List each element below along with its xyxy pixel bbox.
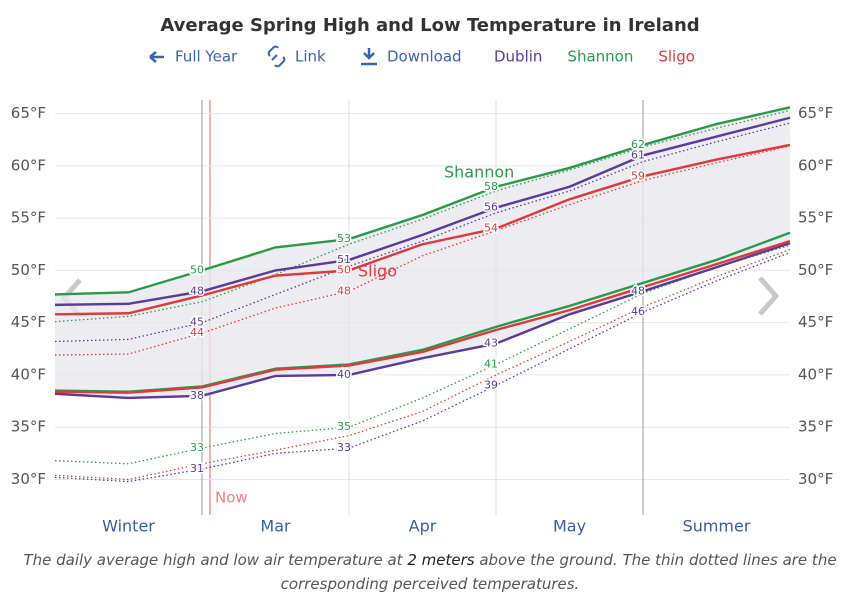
data-label: 61 (631, 148, 645, 161)
chart-title: Average Spring High and Low Temperature … (160, 15, 699, 36)
data-label: 54 (484, 222, 498, 235)
next-arrow[interactable] (758, 276, 780, 316)
temperature-line (54, 116, 791, 307)
caption-text: The daily average high and low air tempe… (23, 551, 408, 569)
y-tick-label: 65°F (798, 104, 833, 122)
temperature-line (54, 143, 791, 316)
data-label: 40 (337, 368, 351, 381)
data-label: 62 (631, 138, 645, 151)
temperature-line (54, 242, 791, 400)
data-label: 50 (190, 263, 204, 276)
y-tick-label: 30°F (798, 470, 833, 488)
caption: The daily average high and low air tempe… (20, 548, 840, 596)
data-label: 56 (484, 201, 498, 214)
x-tick-label: Winter (102, 517, 155, 536)
data-label: 35 (337, 420, 351, 433)
series-annotation: Sligo (358, 262, 397, 281)
data-label: 38 (190, 389, 204, 402)
legend-entry[interactable]: Sligo (658, 48, 695, 66)
temperature-line (54, 239, 791, 394)
y-tick-label: 60°F (798, 156, 833, 174)
toolbar-link[interactable]: Download (387, 48, 462, 66)
y-tick-label: 35°F (11, 418, 46, 436)
now-label: Now (215, 489, 248, 507)
data-label: 50 (337, 263, 351, 276)
perceived-line (54, 109, 791, 323)
x-tick-label: Mar (260, 517, 291, 536)
data-label: 46 (631, 305, 645, 318)
download-icon (361, 48, 377, 66)
caption-bold: 2 meters (407, 551, 475, 569)
data-label: 33 (337, 441, 351, 454)
data-label: 48 (190, 284, 204, 297)
data-label: 44 (190, 326, 204, 339)
link-icon (267, 45, 286, 68)
legend-entry[interactable]: Shannon (567, 48, 633, 66)
y-tick-label: 50°F (798, 261, 833, 279)
toolbar-link[interactable]: Full Year (175, 48, 238, 66)
data-label: 48 (337, 284, 351, 297)
y-tick-label: 55°F (798, 209, 833, 227)
y-tick-label: 40°F (11, 365, 46, 383)
legend-entry[interactable]: Dublin (494, 48, 542, 66)
x-tick-label: May (553, 517, 586, 536)
y-tick-label: 60°F (11, 156, 46, 174)
temperature-line (54, 106, 791, 296)
data-label: 31 (190, 462, 204, 475)
back-icon (149, 51, 164, 63)
range-fill (55, 107, 790, 398)
perceived-line (54, 145, 791, 356)
toolbar-link[interactable]: Link (295, 48, 326, 66)
data-label: 53 (337, 232, 351, 245)
data-label: 43 (484, 337, 498, 350)
y-tick-label: 55°F (11, 209, 46, 227)
data-label: 39 (484, 378, 498, 391)
y-tick-label: 65°F (11, 104, 46, 122)
data-label: 45 (190, 316, 204, 329)
y-tick-label: 30°F (11, 470, 46, 488)
y-tick-label: 50°F (11, 261, 46, 279)
y-tick-label: 35°F (798, 418, 833, 436)
data-label: 48 (631, 284, 645, 297)
data-label: 51 (337, 253, 351, 266)
caption-text: above the ground. The thin dotted lines … (280, 551, 837, 593)
perceived-line (54, 122, 791, 343)
data-label: 41 (484, 357, 498, 370)
y-tick-label: 45°F (11, 313, 46, 331)
x-tick-label: Apr (409, 517, 437, 536)
chart: Average Spring High and Low Temperature … (11, 15, 833, 536)
data-label: 58 (484, 180, 498, 193)
y-tick-label: 45°F (798, 313, 833, 331)
y-tick-label: 40°F (798, 365, 833, 383)
series-annotation: Shannon (444, 163, 514, 182)
perceived-line (54, 244, 791, 465)
data-label: 59 (631, 169, 645, 182)
x-tick-label: Summer (683, 517, 751, 536)
data-label: 33 (190, 441, 204, 454)
